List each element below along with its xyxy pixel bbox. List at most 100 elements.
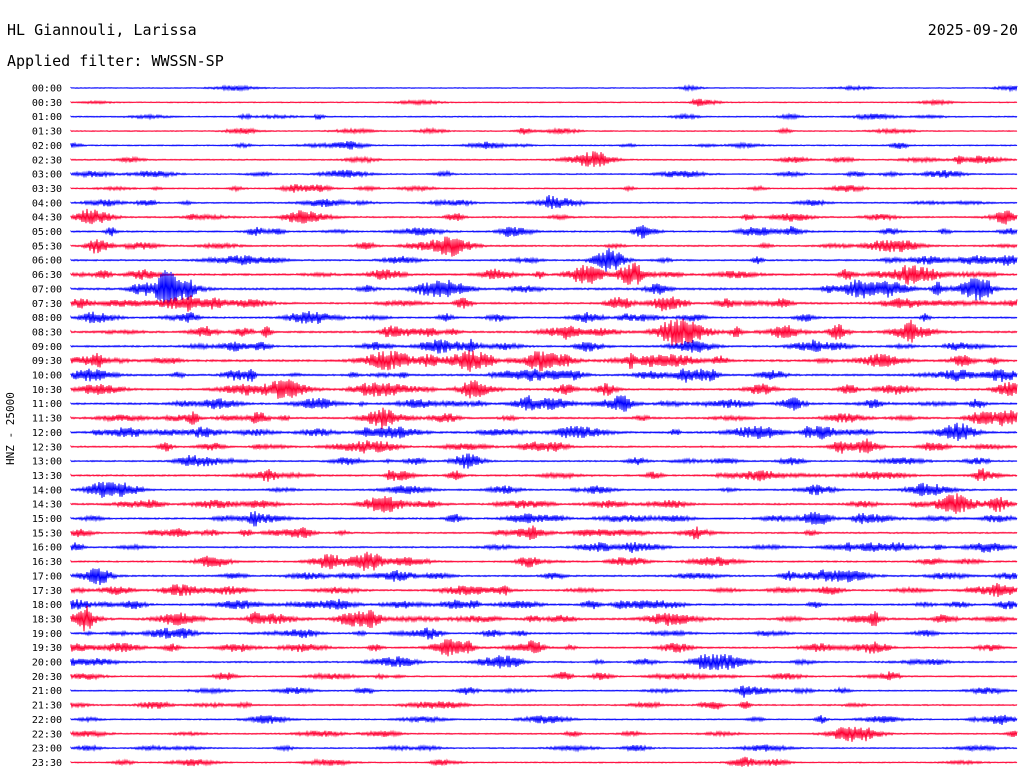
trace-line [70, 407, 1018, 430]
trace-line [70, 639, 1018, 657]
date-label: 2025-09-20 [927, 21, 1018, 39]
row-time-label: 06:30 [32, 270, 62, 281]
row-time-label: 04:00 [32, 198, 62, 209]
row-time-label: 12:00 [32, 428, 62, 439]
row-time-label: 03:00 [32, 170, 62, 181]
row-time-label: 05:00 [32, 227, 62, 238]
row-time-label: 08:00 [32, 313, 62, 324]
row-time-label: 20:30 [32, 672, 62, 683]
row-time-label: 19:00 [32, 629, 62, 640]
row-time-label: 11:00 [32, 399, 62, 410]
row-time-label: 00:00 [32, 84, 62, 95]
trace-line [70, 84, 1018, 93]
trace-line [70, 726, 1018, 742]
row-time-label: 01:30 [32, 127, 62, 138]
row-time-label: 22:00 [32, 715, 62, 726]
trace-line [70, 525, 1018, 540]
row-time-label: 10:00 [32, 371, 62, 382]
row-time-label: 04:30 [32, 213, 62, 224]
trace-line [70, 542, 1018, 554]
trace-line [70, 112, 1018, 121]
row-time-label: 18:00 [32, 600, 62, 611]
row-time-label: 13:30 [32, 471, 62, 482]
filter-label: Applied filter: WWSSN-SP [7, 52, 224, 70]
trace-line [70, 169, 1018, 179]
trace-line [70, 225, 1018, 239]
row-time-label: 19:30 [32, 643, 62, 654]
row-time-label: 07:30 [32, 299, 62, 310]
row-time-label: 09:30 [32, 356, 62, 367]
trace-line [70, 605, 1018, 632]
row-time-label: 21:00 [32, 686, 62, 697]
row-time-label: 22:30 [32, 729, 62, 740]
row-time-label: 13:00 [32, 457, 62, 468]
row-time-label: 15:30 [32, 528, 62, 539]
trace-line [70, 295, 1018, 312]
row-time-label: 17:00 [32, 571, 62, 582]
row-time-label: 11:30 [32, 414, 62, 425]
row-time-label: 07:00 [32, 284, 62, 295]
trace-line [70, 568, 1018, 586]
row-time-label: 02:30 [32, 155, 62, 166]
row-time-label: 16:30 [32, 557, 62, 568]
trace-line [70, 208, 1018, 225]
trace-line [70, 140, 1018, 150]
row-time-label: 10:30 [32, 385, 62, 396]
row-time-label: 03:30 [32, 184, 62, 195]
trace-line [70, 248, 1018, 272]
row-time-label: 08:30 [32, 327, 62, 338]
trace-line [70, 511, 1018, 527]
station-title: HL Giannouli, Larissa [7, 21, 197, 39]
trace-line [70, 318, 1018, 347]
trace-line [70, 395, 1018, 412]
trace-line [70, 551, 1018, 571]
row-time-label: 23:30 [32, 758, 62, 769]
row-time-label: 05:30 [32, 241, 62, 252]
trace-line [70, 714, 1018, 726]
row-time-label: 15:00 [32, 514, 62, 525]
row-time-label: 14:00 [32, 485, 62, 496]
trace-line [70, 598, 1018, 610]
trace-line [70, 453, 1018, 469]
trace-line [70, 422, 1018, 442]
row-time-label: 02:00 [32, 141, 62, 152]
row-time-label: 16:00 [32, 543, 62, 554]
trace-line [70, 151, 1018, 167]
trace-line [70, 654, 1018, 671]
row-time-label: 23:00 [32, 744, 62, 755]
trace-line [70, 700, 1018, 710]
row-time-label: 21:30 [32, 701, 62, 712]
row-time-label: 12:30 [32, 442, 62, 453]
trace-line [70, 438, 1018, 454]
trace-line [70, 627, 1018, 640]
trace-line [70, 368, 1018, 383]
trace-line [70, 468, 1018, 482]
trace-line [70, 671, 1018, 681]
trace-line [70, 270, 1018, 307]
row-time-label: 06:00 [32, 256, 62, 267]
row-time-label: 18:30 [32, 614, 62, 625]
trace-line [70, 98, 1018, 107]
trace-line [70, 349, 1018, 372]
trace-line [70, 744, 1018, 753]
row-time-label: 17:30 [32, 586, 62, 597]
row-time-label: 20:00 [32, 658, 62, 669]
trace-line [70, 195, 1018, 210]
trace-line [70, 262, 1018, 285]
trace-line [70, 481, 1018, 498]
trace-line [70, 338, 1018, 354]
row-time-label: 09:00 [32, 342, 62, 353]
trace-line [70, 236, 1018, 257]
row-time-label: 00:30 [32, 98, 62, 109]
trace-line [70, 685, 1018, 698]
row-time-label: 01:00 [32, 112, 62, 123]
trace-line [70, 582, 1018, 598]
trace-line [70, 379, 1018, 399]
trace-line [70, 493, 1018, 514]
trace-line [70, 756, 1018, 767]
trace-line [70, 311, 1018, 325]
trace-line [70, 126, 1018, 135]
trace-line [70, 184, 1018, 193]
row-time-label: 14:30 [32, 500, 62, 511]
